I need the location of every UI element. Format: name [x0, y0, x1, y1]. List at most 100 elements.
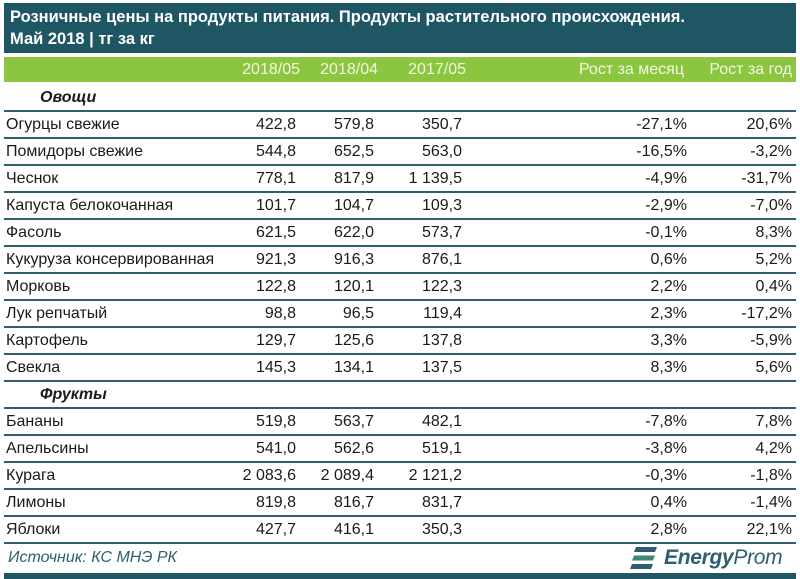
- price-2018-05: 122,8: [255, 278, 296, 295]
- header-month-growth: Рост за месяц: [578, 61, 684, 78]
- table-row: Фасоль 621,5 622,0 573,7 -0,1% 8,3%: [4, 220, 796, 247]
- table-row: Лимоны 819,8 816,7 831,7 0,4% -1,4%: [4, 490, 796, 517]
- price-2018-04: 563,7: [333, 413, 374, 430]
- price-2017-05: 831,7: [421, 494, 462, 511]
- growth-year: -5,9%: [750, 332, 792, 349]
- table-row: Чеснок 778,1 817,9 1 139,5 -4,9% -31,7%: [4, 166, 796, 193]
- price-2017-05: 519,1: [421, 440, 462, 457]
- price-2018-04: 816,7: [333, 494, 374, 511]
- table-row: Апельсины 541,0 562,6 519,1 -3,8% 4,2%: [4, 436, 796, 463]
- growth-year: -7,0%: [750, 197, 792, 214]
- price-2018-04: 622,0: [333, 224, 374, 241]
- growth-year: -1,4%: [750, 494, 792, 511]
- logo-text-bold: Energy: [664, 546, 734, 569]
- header-2017-05: 2017/05: [408, 61, 466, 78]
- price-2018-04: 125,6: [333, 332, 374, 349]
- price-2017-05: 876,1: [421, 251, 462, 268]
- table-row: Курага 2 083,6 2 089,4 2 121,2 -0,3% -1,8%: [4, 463, 796, 490]
- price-2018-05: 544,8: [255, 143, 296, 160]
- price-2018-05: 921,3: [255, 251, 296, 268]
- table-row: Кукуруза консервированная 921,3 916,3 876,1…: [4, 247, 796, 274]
- growth-year: 5,6%: [755, 359, 792, 376]
- product-name: Апельсины: [6, 440, 89, 457]
- price-2018-04: 916,3: [333, 251, 374, 268]
- price-2017-05: 1 139,5: [408, 170, 462, 187]
- header-2018-04: 2018/04: [320, 61, 378, 78]
- product-name: Кукуруза консервированная: [6, 251, 215, 268]
- logo-text: EnergyProm: [664, 546, 783, 570]
- energyprom-logo: EnergyProm: [630, 544, 783, 572]
- category-label: Фрукты: [40, 386, 107, 403]
- product-name: Чеснок: [6, 170, 59, 187]
- growth-month: 2,3%: [650, 305, 687, 322]
- product-name: Картофель: [6, 332, 89, 349]
- category-row-fruits: Фрукты: [4, 382, 796, 409]
- table-row: Яблоки 427,7 416,1 350,3 2,8% 22,1%: [4, 517, 796, 544]
- product-name: Лук репчатый: [6, 305, 108, 322]
- product-name: Яблоки: [6, 521, 61, 538]
- table-row: Лук репчатый 98,8 96,5 119,4 2,3% -17,2%: [4, 301, 796, 328]
- growth-year: 5,2%: [755, 251, 792, 268]
- product-name: Бананы: [6, 413, 64, 430]
- price-2018-05: 101,7: [255, 197, 296, 214]
- price-2018-05: 145,3: [255, 359, 296, 376]
- product-name: Огурцы свежие: [6, 116, 120, 133]
- growth-year: -17,2%: [741, 305, 792, 322]
- growth-month: 3,3%: [650, 332, 687, 349]
- price-2017-05: 482,1: [421, 413, 462, 430]
- growth-month: -7,8%: [645, 413, 687, 430]
- price-2018-04: 120,1: [333, 278, 374, 295]
- growth-year: -3,2%: [750, 143, 792, 160]
- growth-month: -0,1%: [645, 224, 687, 241]
- price-2018-04: 104,7: [333, 197, 374, 214]
- price-2017-05: 573,7: [421, 224, 462, 241]
- price-2017-05: 122,3: [421, 278, 462, 295]
- product-name: Лимоны: [6, 494, 66, 511]
- bottom-bar: [4, 573, 796, 579]
- growth-month: -0,3%: [645, 467, 687, 484]
- growth-month: 2,8%: [650, 521, 687, 538]
- growth-month: -4,9%: [645, 170, 687, 187]
- table-row: Картофель 129,7 125,6 137,8 3,3% -5,9%: [4, 328, 796, 355]
- price-table: Овощи Огурцы свежие 422,8 579,8 350,7 -27,1%…: [4, 85, 796, 544]
- category-label: Овощи: [40, 89, 97, 106]
- price-2017-05: 350,7: [421, 116, 462, 133]
- price-2018-04: 579,8: [333, 116, 374, 133]
- growth-month: 8,3%: [650, 359, 687, 376]
- product-name: Фасоль: [6, 224, 62, 241]
- price-2018-05: 778,1: [255, 170, 296, 187]
- growth-month: 0,4%: [650, 494, 687, 511]
- price-2017-05: 563,0: [421, 143, 462, 160]
- price-2018-04: 2 089,4: [320, 467, 374, 484]
- source-note: Источник: КС МНЭ РК: [8, 549, 177, 566]
- growth-year: 8,3%: [755, 224, 792, 241]
- product-name: Морковь: [6, 278, 71, 295]
- price-2018-04: 416,1: [333, 521, 374, 538]
- price-2017-05: 137,8: [421, 332, 462, 349]
- column-header-row: 2018/05 2018/04 2017/05 Рост за месяц Ро…: [4, 57, 796, 82]
- price-2018-04: 562,6: [333, 440, 374, 457]
- price-2018-05: 129,7: [255, 332, 296, 349]
- price-2018-05: 2 083,6: [242, 467, 296, 484]
- product-name: Свекла: [6, 359, 61, 376]
- category-row-vegetables: Овощи: [4, 85, 796, 112]
- growth-year: 0,4%: [755, 278, 792, 295]
- energyprom-logo-icon: [630, 547, 657, 569]
- price-2018-04: 96,5: [342, 305, 374, 322]
- title-line-1: Розничные цены на продукты питания. Прод…: [10, 8, 685, 26]
- growth-year: -1,8%: [750, 467, 792, 484]
- header-2018-05: 2018/05: [242, 61, 300, 78]
- logo-text-regular: Prom: [733, 546, 783, 569]
- table-title: Розничные цены на продукты питания. Прод…: [4, 3, 796, 53]
- growth-year: 4,2%: [755, 440, 792, 457]
- product-name: Помидоры свежие: [6, 143, 143, 160]
- growth-month: -3,8%: [645, 440, 687, 457]
- growth-year: 20,6%: [746, 116, 792, 133]
- table-row: Свекла 145,3 134,1 137,5 8,3% 5,6%: [4, 355, 796, 382]
- price-2018-05: 519,8: [255, 413, 296, 430]
- price-2018-05: 819,8: [255, 494, 296, 511]
- price-2017-05: 2 121,2: [408, 467, 462, 484]
- price-2018-04: 134,1: [333, 359, 374, 376]
- growth-month: 2,2%: [650, 278, 687, 295]
- price-2017-05: 109,3: [421, 197, 462, 214]
